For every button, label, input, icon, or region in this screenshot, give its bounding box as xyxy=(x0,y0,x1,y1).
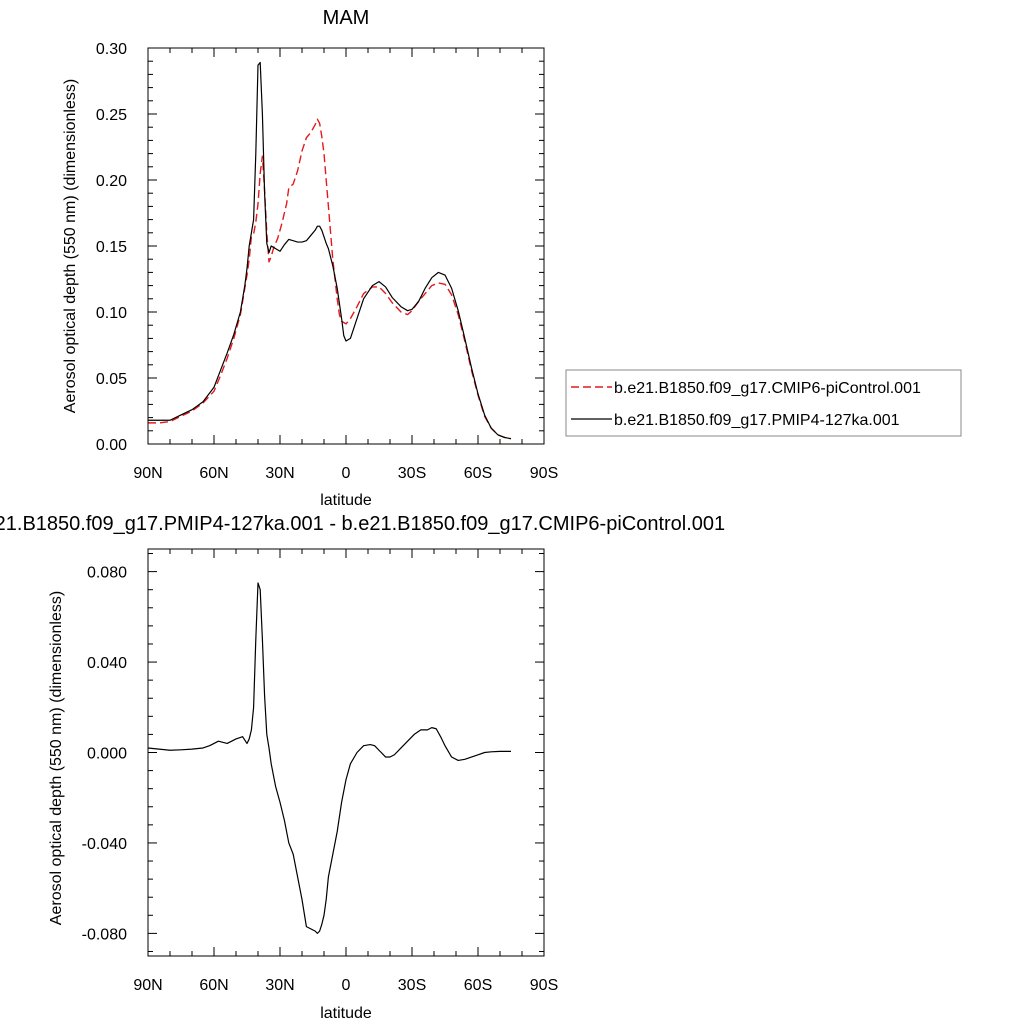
series-line-difference xyxy=(147,582,511,934)
y-tick-label: 0.000 xyxy=(87,746,127,763)
y-tick-label: 0.10 xyxy=(96,305,127,322)
x-tick-label: 0 xyxy=(342,977,351,994)
y-tick-label: 0.05 xyxy=(96,371,127,388)
legend-label-127ka: b.e21.B1850.f09_g17.PMIP4-127ka.001 xyxy=(614,412,900,429)
bottom-y-axis-label: Aerosol optical depth (550 nm) (dimensio… xyxy=(48,591,65,925)
bottom-x-tick-labels: 90N 60N 30N 0 30S 60S 90S xyxy=(133,977,558,994)
y-tick-label: 0.00 xyxy=(96,437,127,454)
y-tick-label: -0.040 xyxy=(82,836,127,853)
bottom-plot-frame xyxy=(147,548,545,957)
top-y-tick-labels: 0.00 0.05 0.10 0.15 0.20 0.25 0.30 xyxy=(96,41,127,454)
bottom-y-tick-labels: -0.080 -0.040 0.000 0.040 0.080 xyxy=(82,565,127,944)
x-tick-label: 90S xyxy=(530,465,558,482)
x-tick-label: 30S xyxy=(398,465,426,482)
x-tick-label: 90N xyxy=(133,977,162,994)
x-tick-label: 60N xyxy=(199,977,228,994)
x-tick-label: 90S xyxy=(530,977,558,994)
bottom-series-lines xyxy=(147,582,511,934)
x-tick-label: 90N xyxy=(133,465,162,482)
x-tick-label: 0 xyxy=(342,465,351,482)
legend: b.e21.B1850.f09_g17.CMIP6-piControl.001 … xyxy=(565,369,962,437)
top-y-axis-label: Aerosol optical depth (550 nm) (dimensio… xyxy=(62,79,79,413)
series-line-picontrol xyxy=(148,118,512,440)
x-tick-label: 60S xyxy=(464,465,492,482)
legend-label-picontrol: b.e21.B1850.f09_g17.CMIP6-piControl.001 xyxy=(614,380,921,397)
x-tick-label: 60S xyxy=(464,977,492,994)
y-tick-label: 0.30 xyxy=(96,41,127,58)
y-tick-label: 0.25 xyxy=(96,107,127,124)
y-tick-label: 0.20 xyxy=(96,173,127,190)
y-tick-label: 0.15 xyxy=(96,239,127,256)
legend-box xyxy=(565,369,962,437)
top-series-lines xyxy=(148,61,512,440)
y-tick-label: 0.080 xyxy=(87,565,127,582)
top-tick-marks xyxy=(147,47,545,445)
top-panel-title: MAM xyxy=(323,7,370,29)
top-x-tick-labels: 90N 60N 30N 0 30S 60S 90S xyxy=(133,465,558,482)
top-plot-frame xyxy=(147,47,545,445)
y-tick-label: -0.080 xyxy=(82,926,127,943)
top-panel: MAM 0.00 0.05 0.10 0.15 0.20 0.25 0.30 90N 60N 3… xyxy=(62,7,558,509)
y-tick-label: 0.040 xyxy=(87,655,127,672)
x-tick-label: 30N xyxy=(265,465,294,482)
top-x-axis-label: latitude xyxy=(320,492,372,509)
bottom-x-axis-label: latitude xyxy=(320,1005,372,1022)
series-line-127ka xyxy=(148,61,512,440)
bottom-panel-title: b.e21.B1850.f09_g17.PMIP4-127ka.001 - b.… xyxy=(0,513,725,535)
x-tick-label: 30N xyxy=(265,977,294,994)
x-tick-label: 60N xyxy=(199,465,228,482)
bottom-panel: b.e21.B1850.f09_g17.PMIP4-127ka.001 - b.… xyxy=(0,513,725,1022)
x-tick-label: 30S xyxy=(398,977,426,994)
bottom-tick-marks xyxy=(147,549,545,956)
